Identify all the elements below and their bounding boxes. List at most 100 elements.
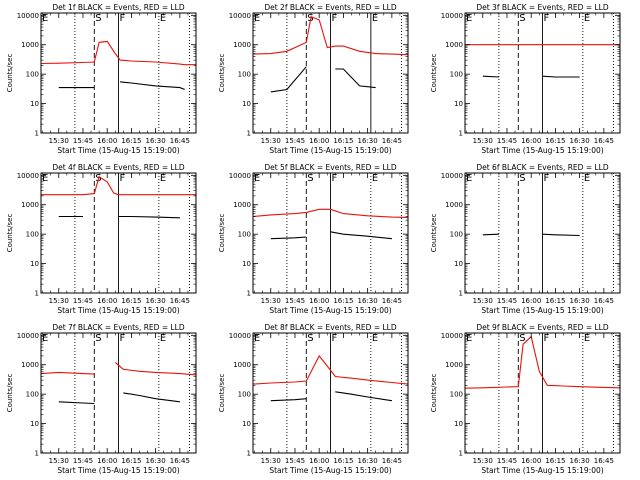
plot-frame — [252, 172, 409, 294]
chart-panel-8: Det 8f BLACK = Events, RED = LLD Counts/s… — [218, 323, 409, 475]
series-line-1 — [482, 75, 580, 78]
y-tick-label: 1 — [247, 290, 251, 298]
marker-label-5: E — [372, 13, 378, 24]
marker-label-1: E — [42, 173, 48, 184]
marker-label-1: E — [466, 13, 472, 24]
y-tick-label: 1 — [35, 130, 39, 138]
x-axis-label: Start Time (15-Aug-15 15:19:00) — [57, 306, 179, 315]
marker-label-3: S — [307, 333, 313, 344]
x-tick-label: 16:00 — [521, 457, 541, 465]
y-tick-label: 100 — [238, 231, 251, 239]
x-tick-label: 15:45 — [285, 137, 305, 145]
y-axis-label: Counts/sec — [430, 374, 438, 413]
marker-label-1: E — [254, 173, 260, 184]
x-tick-label: 16:45 — [170, 457, 190, 465]
series-line-2 — [252, 354, 409, 385]
marker-label-4: F — [120, 333, 126, 344]
x-tick-label: 15:45 — [73, 297, 93, 305]
y-tick-label: 1000 — [21, 201, 39, 209]
chart-panel-1: Det 1f BLACK = Events, RED = LLD Counts/s… — [6, 3, 197, 155]
y-tick-label: 1 — [35, 450, 39, 458]
y-tick-label: 1000 — [445, 201, 463, 209]
panel-title: Det 6f BLACK = Events, RED = LLD — [476, 163, 609, 172]
marker-label-1: E — [254, 13, 260, 24]
x-axis-label: Start Time (15-Aug-15 15:19:00) — [481, 466, 603, 475]
y-tick-label: 1 — [459, 450, 463, 458]
x-tick-label: 16:00 — [97, 457, 117, 465]
y-tick-label: 1000 — [21, 361, 39, 369]
x-tick-label: 15:30 — [49, 137, 69, 145]
y-tick-label: 10 — [30, 260, 39, 268]
y-tick-label: 1000 — [445, 41, 463, 49]
y-tick-label: 10000 — [17, 12, 39, 20]
x-tick-label: 15:30 — [473, 297, 493, 305]
y-tick-label: 10 — [242, 100, 251, 108]
x-tick-label: 15:45 — [73, 137, 93, 145]
marker-label-4: F — [544, 173, 550, 184]
x-tick-label: 15:45 — [285, 457, 305, 465]
x-tick-label: 15:45 — [497, 457, 517, 465]
panel-title: Det 2f BLACK = Events, RED = LLD — [264, 3, 397, 12]
x-tick-label: 16:45 — [594, 137, 614, 145]
y-tick-label: 10000 — [229, 172, 251, 180]
series-line-1 — [482, 233, 580, 237]
series-line-2 — [40, 361, 197, 376]
x-tick-label: 16:45 — [594, 457, 614, 465]
y-axis-label: Counts/sec — [6, 374, 14, 413]
x-tick-label: 16:00 — [309, 137, 329, 145]
y-tick-label: 10 — [454, 260, 463, 268]
marker-label-5: E — [584, 173, 590, 184]
series-line-1 — [58, 392, 180, 405]
marker-label-3: S — [95, 13, 101, 24]
x-axis-label: Start Time (15-Aug-15 15:19:00) — [57, 146, 179, 155]
x-tick-label: 16:15 — [545, 137, 565, 145]
x-tick-label: 16:00 — [309, 457, 329, 465]
x-tick-label: 16:00 — [521, 297, 541, 305]
x-tick-label: 15:30 — [473, 137, 493, 145]
x-tick-label: 16:15 — [121, 457, 141, 465]
marker-label-1: E — [254, 333, 260, 344]
plot-frame — [252, 12, 409, 134]
marker-label-4: F — [332, 333, 338, 344]
marker-label-3: S — [95, 333, 101, 344]
y-tick-label: 1 — [247, 130, 251, 138]
y-tick-label: 100 — [26, 71, 39, 79]
x-tick-label: 16:45 — [382, 137, 402, 145]
x-tick-label: 15:30 — [49, 457, 69, 465]
panel-title: Det 3f BLACK = Events, RED = LLD — [476, 3, 609, 12]
y-tick-label: 10000 — [441, 12, 463, 20]
marker-label-4: F — [544, 13, 550, 24]
y-tick-label: 10000 — [441, 172, 463, 180]
y-axis-label: Counts/sec — [218, 214, 226, 253]
marker-label-3: S — [307, 173, 313, 184]
x-tick-label: 16:15 — [545, 457, 565, 465]
plot-frame — [464, 332, 621, 454]
x-tick-label: 16:15 — [121, 297, 141, 305]
x-tick-label: 16:15 — [333, 137, 353, 145]
series-line-2 — [252, 15, 409, 56]
marker-label-4: F — [332, 13, 338, 24]
x-tick-label: 16:00 — [97, 297, 117, 305]
marker-label-5: E — [584, 13, 590, 24]
x-tick-label: 16:30 — [146, 297, 166, 305]
y-tick-label: 10 — [30, 100, 39, 108]
series-line-1 — [270, 231, 392, 240]
plot-frame — [40, 12, 197, 134]
series-line-2 — [252, 208, 409, 218]
y-axis-label: Counts/sec — [430, 214, 438, 253]
marker-label-4: F — [332, 173, 338, 184]
marker-label-1: E — [466, 333, 472, 344]
y-tick-label: 100 — [238, 391, 251, 399]
plot-frame — [40, 332, 197, 454]
series-line-2 — [40, 40, 196, 66]
x-tick-label: 16:45 — [594, 297, 614, 305]
panel-title: Det 1f BLACK = Events, RED = LLD — [52, 3, 185, 12]
panel-title: Det 7f BLACK = Events, RED = LLD — [52, 323, 185, 332]
series-line-2 — [41, 175, 196, 196]
series-line-1 — [58, 215, 180, 219]
x-axis-label: Start Time (15-Aug-15 15:19:00) — [269, 466, 391, 475]
chart-panel-3: Det 3f BLACK = Events, RED = LLD Counts/s… — [430, 3, 621, 155]
y-tick-label: 100 — [450, 71, 463, 79]
